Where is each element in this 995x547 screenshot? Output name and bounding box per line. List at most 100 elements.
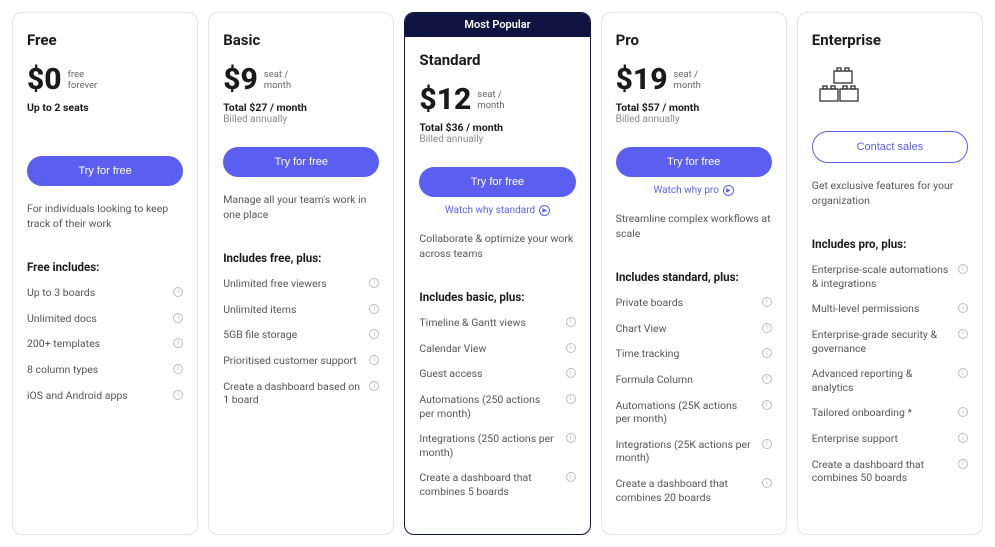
- plan-card-pro: Pro $19 seat / month Total $57 / month B…: [601, 12, 787, 535]
- billed-line: Billed annually: [223, 114, 379, 125]
- total-line: Total $36 / month: [419, 121, 575, 134]
- seats-line: Up to 2 seats: [27, 101, 183, 114]
- feature-text: Unlimited docs: [27, 312, 97, 326]
- try-free-button[interactable]: Try for free: [27, 156, 183, 186]
- plan-description: Streamline complex workflows at scale: [616, 212, 772, 242]
- info-icon[interactable]: i: [958, 459, 968, 469]
- feature-row: Advanced reporting & analytics i: [812, 367, 968, 394]
- feature-row: Up to 3 boards i: [27, 286, 183, 300]
- feature-text: Unlimited items: [223, 303, 296, 317]
- feature-row: Enterprise-grade security & governancei: [812, 328, 968, 355]
- billed-line: Billed annually: [419, 134, 575, 145]
- try-free-button[interactable]: Try for free: [223, 147, 379, 177]
- feature-row: 200+ templatesi: [27, 337, 183, 351]
- feature-row: Unlimited items i: [223, 303, 379, 317]
- plan-description: Get exclusive features for your organiza…: [812, 179, 968, 209]
- info-icon[interactable]: i: [369, 381, 379, 391]
- play-icon: ▶: [539, 205, 550, 216]
- contact-sales-button[interactable]: Contact sales: [812, 131, 968, 163]
- info-icon[interactable]: i: [958, 368, 968, 378]
- info-icon[interactable]: i: [566, 394, 576, 404]
- plan-name: Enterprise: [812, 31, 968, 49]
- feature-row: 8 column types i: [27, 363, 183, 377]
- price-value: $12: [419, 85, 471, 115]
- feature-row: Chart View i: [616, 322, 772, 336]
- price-row: $9 seat / month: [223, 65, 379, 95]
- info-icon[interactable]: i: [762, 400, 772, 410]
- info-icon[interactable]: i: [173, 338, 183, 348]
- info-icon[interactable]: i: [762, 297, 772, 307]
- info-icon[interactable]: i: [369, 278, 379, 288]
- info-icon[interactable]: i: [566, 472, 576, 482]
- price-label: seat / month: [264, 69, 291, 92]
- feature-row: Create a dashboard that combines 5 board…: [419, 471, 575, 498]
- feature-text: 5GB file storage: [223, 328, 297, 342]
- price-label: free forever: [68, 69, 98, 92]
- feature-list: Unlimited free viewersiUnlimited itemsi5…: [223, 277, 379, 407]
- plan-name: Pro: [616, 31, 772, 49]
- feature-text: 8 column types: [27, 363, 98, 377]
- feature-text: Unlimited free viewers: [223, 277, 327, 291]
- try-free-button[interactable]: Try for free: [616, 147, 772, 177]
- info-icon[interactable]: i: [958, 407, 968, 417]
- plan-description: For individuals looking to keep track of…: [27, 202, 183, 232]
- feature-row: Tailored onboarding * i: [812, 406, 968, 420]
- info-icon[interactable]: i: [566, 433, 576, 443]
- includes-title: Includes pro, plus:: [812, 237, 968, 251]
- feature-text: Up to 3 boards: [27, 286, 95, 300]
- info-icon[interactable]: i: [369, 304, 379, 314]
- plan-card-standard: Most Popular Standard $12 seat / month T…: [404, 12, 590, 535]
- feature-row: Automations (250 actions per month)i: [419, 393, 575, 420]
- info-icon[interactable]: i: [173, 390, 183, 400]
- feature-text: Create a dashboard based on 1 board: [223, 380, 361, 407]
- play-icon: ▶: [723, 185, 734, 196]
- feature-list: Timeline & Gantt viewsiCalendar ViewiGue…: [419, 316, 575, 499]
- info-icon[interactable]: i: [762, 374, 772, 384]
- try-free-button[interactable]: Try for free: [419, 167, 575, 197]
- info-icon[interactable]: i: [762, 323, 772, 333]
- info-icon[interactable]: i: [173, 287, 183, 297]
- price-value: $19: [616, 65, 668, 95]
- plan-name: Standard: [419, 51, 575, 69]
- info-icon[interactable]: i: [958, 329, 968, 339]
- info-icon[interactable]: i: [958, 264, 968, 274]
- feature-row: 5GB file storage i: [223, 328, 379, 342]
- info-icon[interactable]: i: [958, 303, 968, 313]
- info-icon[interactable]: i: [566, 343, 576, 353]
- info-icon[interactable]: i: [369, 355, 379, 365]
- feature-text: Chart View: [616, 322, 667, 336]
- feature-text: Enterprise support: [812, 432, 898, 446]
- includes-title: Free includes:: [27, 260, 183, 274]
- feature-text: Formula Column: [616, 373, 693, 387]
- plan-card-basic: Basic $9 seat / month Total $27 / month …: [208, 12, 394, 535]
- feature-text: iOS and Android apps: [27, 389, 128, 403]
- includes-title: Includes standard, plus:: [616, 270, 772, 284]
- feature-row: Calendar Viewi: [419, 342, 575, 356]
- feature-row: iOS and Android apps i: [27, 389, 183, 403]
- info-icon[interactable]: i: [369, 329, 379, 339]
- info-icon[interactable]: i: [762, 439, 772, 449]
- feature-row: Multi-level permissionsi: [812, 302, 968, 316]
- price-value: $0: [27, 65, 62, 95]
- feature-text: Automations (25K actions per month): [616, 399, 754, 426]
- info-icon[interactable]: i: [762, 478, 772, 488]
- feature-text: Enterprise-scale automations & integrati…: [812, 263, 950, 290]
- includes-title: Includes basic, plus:: [419, 290, 575, 304]
- info-icon[interactable]: i: [566, 368, 576, 378]
- info-icon[interactable]: i: [173, 364, 183, 374]
- feature-row: Prioritised customer supporti: [223, 354, 379, 368]
- watch-why-link[interactable]: Watch why pro ▶: [616, 185, 772, 196]
- feature-text: Guest access: [419, 367, 482, 381]
- feature-row: Create a dashboard that combines 20 boar…: [616, 477, 772, 504]
- info-icon[interactable]: i: [566, 317, 576, 327]
- info-icon[interactable]: i: [762, 348, 772, 358]
- info-icon[interactable]: i: [958, 433, 968, 443]
- plan-description: Collaborate & optimize your work across …: [419, 232, 575, 262]
- watch-why-link[interactable]: Watch why standard ▶: [419, 205, 575, 216]
- price-row: $0 free forever: [27, 65, 183, 95]
- feature-text: Integrations (250 actions per month): [419, 432, 557, 459]
- feature-text: Advanced reporting & analytics: [812, 367, 950, 394]
- plan-name: Basic: [223, 31, 379, 49]
- feature-text: Tailored onboarding *: [812, 406, 912, 420]
- info-icon[interactable]: i: [173, 313, 183, 323]
